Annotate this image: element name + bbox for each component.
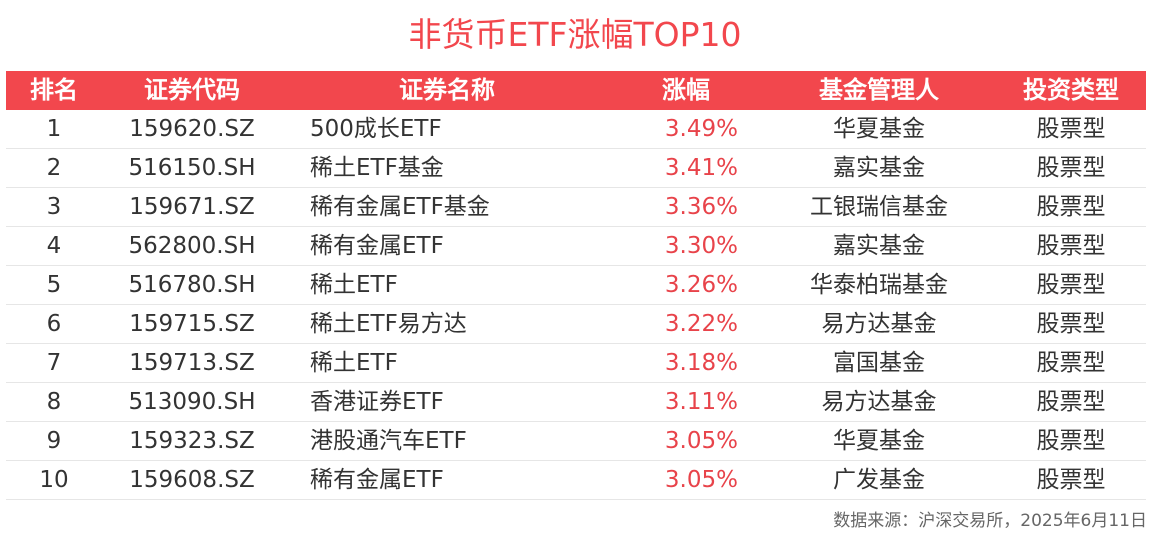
cell-change: 3.26% bbox=[664, 272, 738, 298]
cell-type: 股票型 bbox=[1036, 194, 1106, 220]
table-row: 4 562800.SH 稀有金属ETF 3.30% 嘉实基金 股票型 bbox=[6, 227, 1146, 266]
cell-type: 股票型 bbox=[1036, 389, 1106, 415]
cell-change: 3.36% bbox=[664, 194, 738, 220]
cell-type: 股票型 bbox=[1036, 467, 1106, 493]
cell-rank: 6 bbox=[46, 311, 62, 337]
cell-rank: 2 bbox=[46, 155, 62, 181]
cell-name: 稀有金属ETF基金 bbox=[310, 194, 490, 220]
cell-manager: 易方达基金 bbox=[821, 389, 937, 415]
cell-rank: 9 bbox=[46, 428, 62, 454]
data-source-note: 数据来源：沪深交易所，2025年6月11日 bbox=[833, 511, 1147, 531]
cell-name: 500成长ETF bbox=[310, 116, 442, 142]
header-rank: 排名 bbox=[30, 76, 78, 104]
cell-name: 稀有金属ETF bbox=[310, 233, 444, 259]
cell-type: 股票型 bbox=[1036, 155, 1106, 181]
cell-type: 股票型 bbox=[1036, 311, 1106, 337]
cell-code: 516150.SH bbox=[128, 155, 256, 181]
cell-code: 516780.SH bbox=[128, 272, 256, 298]
cell-change: 3.11% bbox=[664, 389, 738, 415]
cell-type: 股票型 bbox=[1036, 272, 1106, 298]
cell-name: 港股通汽车ETF bbox=[310, 428, 467, 454]
cell-code: 159608.SZ bbox=[129, 467, 255, 493]
header-change: 涨幅 bbox=[662, 76, 710, 104]
cell-manager: 工银瑞信基金 bbox=[810, 194, 948, 220]
cell-code: 159620.SZ bbox=[129, 116, 255, 142]
table-row: 2 516150.SH 稀土ETF基金 3.41% 嘉实基金 股票型 bbox=[6, 149, 1146, 188]
table-row: 7 159713.SZ 稀土ETF 3.18% 富国基金 股票型 bbox=[6, 344, 1146, 383]
page-title: 非货币ETF涨幅TOP10 bbox=[408, 15, 742, 54]
table-body: 1 159620.SZ 500成长ETF 3.49% 华夏基金 股票型 2 516150.SH… bbox=[6, 110, 1146, 500]
etf-ranking-table: 排名 证券代码 证券名称 涨幅 基金管理人 投资类型 1 159620.SZ 500… bbox=[6, 71, 1146, 500]
header-manager: 基金管理人 bbox=[819, 76, 939, 104]
cell-code: 562800.SH bbox=[128, 233, 256, 259]
header-name: 证券名称 bbox=[399, 76, 495, 104]
table-row: 10 159608.SZ 稀有金属ETF 3.05% 广发基金 股票型 bbox=[6, 461, 1146, 500]
cell-manager: 华夏基金 bbox=[833, 116, 925, 142]
cell-type: 股票型 bbox=[1036, 428, 1106, 454]
cell-change: 3.05% bbox=[664, 467, 738, 493]
cell-change: 3.18% bbox=[664, 350, 738, 376]
table-row: 6 159715.SZ 稀土ETF易方达 3.22% 易方达基金 股票型 bbox=[6, 305, 1146, 344]
cell-rank: 1 bbox=[46, 116, 62, 142]
table-row: 8 513090.SH 香港证券ETF 3.11% 易方达基金 股票型 bbox=[6, 383, 1146, 422]
cell-manager: 华泰柏瑞基金 bbox=[810, 272, 948, 298]
cell-manager: 富国基金 bbox=[833, 350, 925, 376]
cell-rank: 10 bbox=[39, 467, 69, 493]
cell-rank: 8 bbox=[46, 389, 62, 415]
cell-type: 股票型 bbox=[1036, 116, 1106, 142]
cell-code: 159713.SZ bbox=[129, 350, 255, 376]
cell-manager: 华夏基金 bbox=[833, 428, 925, 454]
cell-code: 513090.SH bbox=[128, 389, 256, 415]
cell-code: 159715.SZ bbox=[129, 311, 255, 337]
cell-manager: 嘉实基金 bbox=[833, 155, 925, 181]
cell-manager: 嘉实基金 bbox=[833, 233, 925, 259]
table-row: 5 516780.SH 稀土ETF 3.26% 华泰柏瑞基金 股票型 bbox=[6, 266, 1146, 305]
cell-change: 3.30% bbox=[664, 233, 738, 259]
table-row: 1 159620.SZ 500成长ETF 3.49% 华夏基金 股票型 bbox=[6, 110, 1146, 149]
cell-change: 3.22% bbox=[664, 311, 738, 337]
header-type: 投资类型 bbox=[1023, 76, 1119, 104]
table-header: 排名 证券代码 证券名称 涨幅 基金管理人 投资类型 bbox=[6, 71, 1146, 110]
cell-manager: 易方达基金 bbox=[821, 311, 937, 337]
cell-name: 稀土ETF bbox=[310, 272, 398, 298]
cell-rank: 7 bbox=[46, 350, 62, 376]
cell-rank: 5 bbox=[46, 272, 62, 298]
cell-name: 稀有金属ETF bbox=[310, 467, 444, 493]
cell-manager: 广发基金 bbox=[833, 467, 925, 493]
cell-type: 股票型 bbox=[1036, 350, 1106, 376]
cell-change: 3.49% bbox=[664, 116, 738, 142]
cell-rank: 4 bbox=[46, 233, 62, 259]
cell-name: 稀土ETF基金 bbox=[310, 155, 444, 181]
cell-change: 3.05% bbox=[664, 428, 738, 454]
cell-name: 稀土ETF易方达 bbox=[310, 311, 467, 337]
cell-code: 159671.SZ bbox=[129, 194, 255, 220]
cell-type: 股票型 bbox=[1036, 233, 1106, 259]
cell-name: 香港证券ETF bbox=[310, 389, 444, 415]
table-row: 3 159671.SZ 稀有金属ETF基金 3.36% 工银瑞信基金 股票型 bbox=[6, 188, 1146, 227]
cell-code: 159323.SZ bbox=[129, 428, 255, 454]
cell-name: 稀土ETF bbox=[310, 350, 398, 376]
table-row: 9 159323.SZ 港股通汽车ETF 3.05% 华夏基金 股票型 bbox=[6, 422, 1146, 461]
header-code: 证券代码 bbox=[144, 76, 240, 104]
cell-change: 3.41% bbox=[664, 155, 738, 181]
cell-rank: 3 bbox=[46, 194, 62, 220]
